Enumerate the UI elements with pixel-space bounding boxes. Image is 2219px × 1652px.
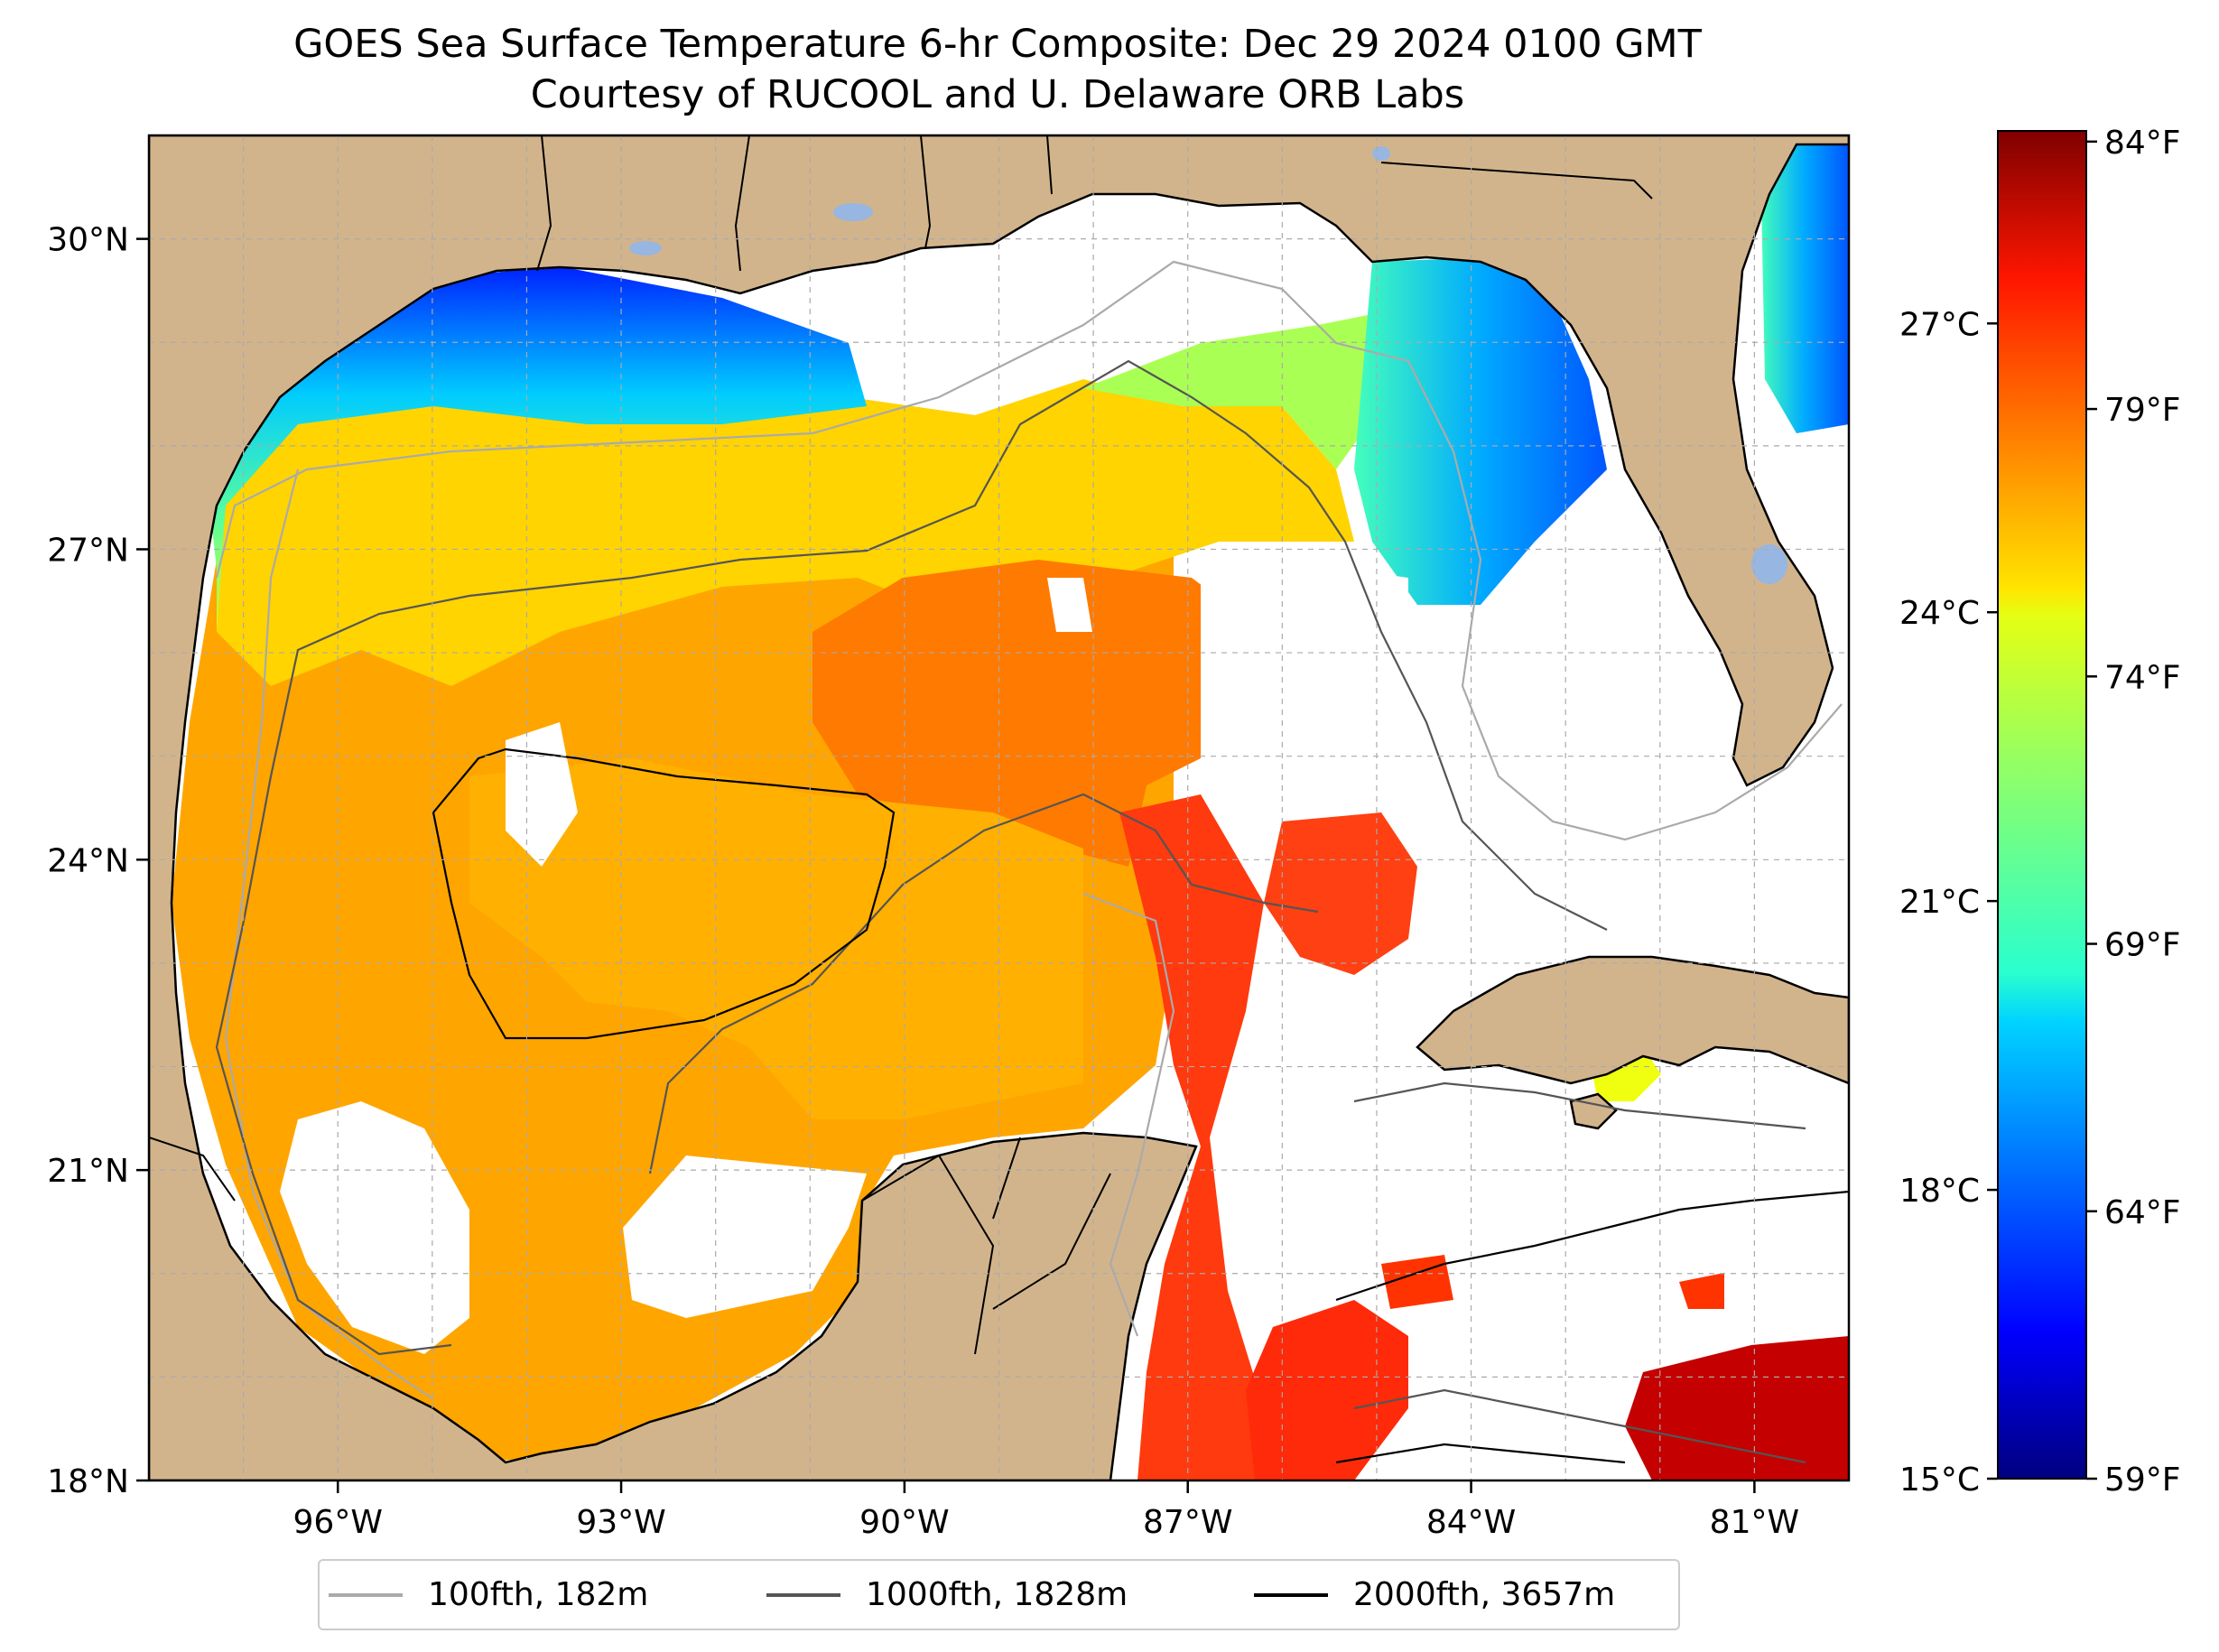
lon-tick-label: 96°W: [293, 1504, 383, 1535]
borders: [149, 135, 1653, 1355]
sst-yellow-band: [217, 379, 1354, 686]
land-cuba: [1416, 955, 1849, 1085]
sst-loop-current: [812, 560, 1264, 867]
legend-swatch-2000fth: [1254, 1592, 1328, 1597]
sst-caribbean-dots: [1381, 1255, 1724, 1309]
lake-small-2: [1372, 146, 1390, 161]
celsius-tick-label: 27°C: [1899, 306, 1980, 343]
lon-tick-label: 84°W: [1426, 1504, 1516, 1535]
fahrenheit-tick-label: 69°F: [2104, 927, 2181, 964]
celsius-tick-label: 15°C: [1899, 1462, 1980, 1499]
sst-yucatan-channel: [1119, 794, 1264, 1480]
legend-label-2000fth: 2000fth, 3657m: [1353, 1576, 1616, 1613]
cloud-mask-central: [623, 1155, 867, 1318]
legend-label-100fth: 100fth, 182m: [428, 1576, 649, 1613]
fahrenheit-tick-label: 79°F: [2104, 392, 2181, 429]
sst-northwest-cold-shelf: [208, 266, 867, 632]
lon-tick-label: 93°W: [576, 1504, 665, 1535]
lon-tick-label: 90°W: [859, 1504, 949, 1535]
lon-tick-label: 87°W: [1143, 1504, 1232, 1535]
celsius-tick-label: 21°C: [1899, 884, 1980, 921]
legend-item-2000fth: 2000fth, 3657m: [1254, 1561, 1615, 1629]
lake-pontchartrain: [833, 203, 873, 221]
inland-water: [629, 146, 1787, 584]
latitude-axis: 18°N 21°N 24°N 27°N 30°N: [47, 222, 149, 1500]
sst-map: 96°W 93°W 90°W 87°W 84°W 81°W 18°N 21°N 24°N 27°…: [47, 125, 2180, 1535]
isobath-100fth: [215, 260, 1843, 1400]
graticule: [148, 135, 1850, 1481]
sst-caribbean-se: [1625, 1336, 1849, 1480]
fahrenheit-tick-label: 74°F: [2104, 659, 2181, 696]
lat-tick-label: 21°N: [47, 1153, 129, 1190]
lake-small-1: [629, 241, 662, 255]
legend-label-1000fth: 1000fth, 1828m: [866, 1576, 1128, 1613]
colorbar-gradient: [1997, 130, 2087, 1480]
fahrenheit-tick-label: 84°F: [2104, 125, 2181, 162]
isobath-1000fth: [215, 359, 1806, 1464]
celsius-tick-label: 24°C: [1899, 595, 1980, 632]
legend-swatch-1000fth: [766, 1592, 840, 1597]
lat-tick-label: 18°N: [47, 1463, 129, 1500]
lake-okeechobee: [1751, 544, 1787, 584]
sst-central-orange: [469, 758, 1083, 1119]
celsius-axis: 15°C 18°C 21°C 24°C 27°C: [1899, 306, 1998, 1499]
map-frame: [147, 134, 1851, 1482]
legend: 100fth, 182m 1000fth, 1828m 2000fth, 365…: [318, 1559, 1680, 1630]
legend-swatch-100fth: [329, 1592, 403, 1597]
title-line-1: GOES Sea Surface Temperature 6-hr Compos…: [293, 22, 1702, 67]
lat-tick-label: 24°N: [47, 842, 129, 879]
colorbar: 15°C 18°C 21°C 24°C 27°C 59°F 64°F 69°F 74°F 79°…: [1899, 125, 2180, 1499]
title-line-2: Courtesy of RUCOOL and U. Delaware ORB L…: [530, 72, 1465, 117]
lat-tick-label: 27°N: [47, 532, 129, 569]
sst-eastern-patch: [1264, 812, 1417, 975]
lon-tick-label: 81°W: [1710, 1504, 1799, 1535]
sst-caribbean-south: [1246, 1300, 1408, 1480]
sst-atlantic: [1760, 144, 1849, 433]
longitude-axis: 96°W 93°W 90°W 87°W 84°W 81°W: [293, 1480, 1799, 1535]
fahrenheit-tick-label: 59°F: [2104, 1462, 2181, 1499]
sst-northeast-shelf: [1083, 307, 1408, 469]
legend-item-100fth: 100fth, 182m: [329, 1561, 648, 1629]
lat-tick-label: 30°N: [47, 222, 129, 259]
isobath-2000fth: [432, 747, 1849, 1464]
celsius-tick-label: 18°C: [1899, 1173, 1980, 1210]
cloud-mask-east: [1201, 560, 1408, 812]
sst-florida-shelf: [1354, 257, 1607, 605]
fahrenheit-axis: 59°F 64°F 69°F 74°F 79°F 84°F: [2086, 125, 2181, 1499]
legend-item-1000fth: 1000fth, 1828m: [766, 1561, 1128, 1629]
fahrenheit-tick-label: 64°F: [2104, 1194, 2181, 1231]
cloud-mask-west: [280, 1101, 469, 1354]
